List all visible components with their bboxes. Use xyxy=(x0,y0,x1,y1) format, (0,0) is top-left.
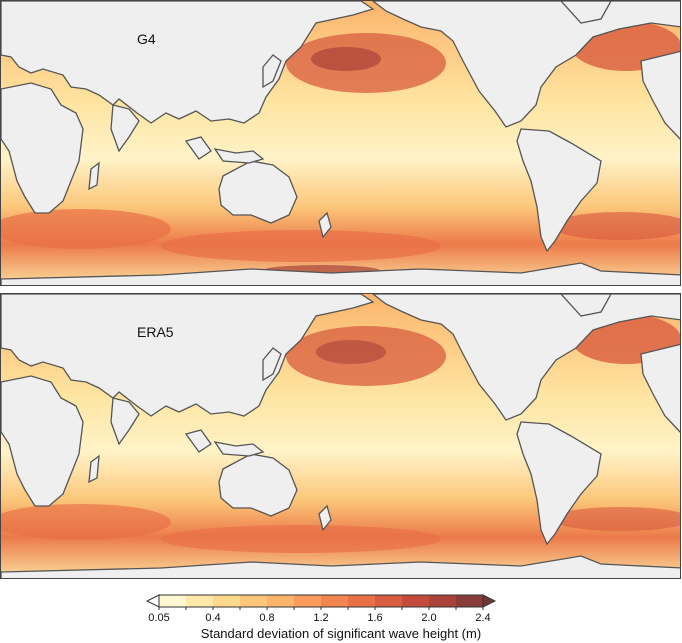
colorbar-swatch xyxy=(186,595,214,607)
se-asia-islands xyxy=(184,429,265,457)
colorbar-tick-label: 2.0 xyxy=(421,612,436,623)
colorbar-tick-label: 0.8 xyxy=(259,612,274,623)
colorbar-tick-label: 1.6 xyxy=(367,612,382,623)
map-g4 xyxy=(1,1,680,285)
africa xyxy=(1,375,84,507)
colorbar-tick-label: 0.05 xyxy=(148,612,169,623)
colorbar-swatch xyxy=(321,595,349,607)
land-era5 xyxy=(1,294,680,578)
new-zealand xyxy=(318,211,332,239)
colorbar-swatch xyxy=(240,595,268,607)
colorbar-swatch xyxy=(159,595,187,607)
map-panel-era5: ERA5 xyxy=(0,293,681,579)
colorbar-extend-high xyxy=(482,594,497,608)
panel-label-g4: G4 xyxy=(137,31,156,47)
europe-right xyxy=(640,50,680,140)
colorbar-swatch xyxy=(213,595,241,607)
colorbar-swatch xyxy=(375,595,403,607)
southern-ocean-high-3 xyxy=(551,507,680,531)
japan xyxy=(262,54,282,89)
colorbar: 0.05 0.4 0.8 1.2 1.6 2.0 2.4 xyxy=(145,594,497,623)
north-pacific-peak xyxy=(316,340,386,364)
greenland xyxy=(560,1,612,24)
colorbar-tick-labels: 0.05 0.4 0.8 1.2 1.6 2.0 2.4 xyxy=(148,612,490,623)
india xyxy=(110,104,140,153)
europe-right xyxy=(640,343,680,433)
australia xyxy=(218,453,298,517)
southern-ocean-high-2 xyxy=(161,230,441,262)
colorbar-ticks xyxy=(158,607,484,610)
colorbar-swatches xyxy=(145,594,497,608)
map-era5 xyxy=(1,294,680,578)
north-america xyxy=(371,1,680,128)
southern-ocean-high-3 xyxy=(551,212,680,240)
greenland xyxy=(560,294,612,317)
africa xyxy=(1,82,84,214)
madagascar xyxy=(88,454,100,484)
antarctica xyxy=(1,555,680,578)
north-pacific-peak xyxy=(311,47,381,71)
southern-ocean-high-1 xyxy=(1,504,171,540)
colorbar-extend-low xyxy=(145,594,160,608)
map-panel-g4: G4 xyxy=(0,0,681,286)
colorbar-swatch xyxy=(402,595,430,607)
australia xyxy=(218,160,298,224)
colorbar-swatch xyxy=(456,595,484,607)
south-america xyxy=(516,421,602,546)
panel-label-era5: ERA5 xyxy=(137,324,174,340)
southern-ocean-high-1 xyxy=(1,209,171,249)
antarctica xyxy=(1,262,680,285)
colorbar-tick-label: 0.4 xyxy=(205,612,220,623)
colorbar-swatch xyxy=(348,595,376,607)
colorbar-tick-label: 2.4 xyxy=(475,612,490,623)
colorbar-swatch xyxy=(267,595,295,607)
southern-ocean-high-2 xyxy=(161,525,441,553)
colorbar-tick-label: 1.2 xyxy=(313,612,328,623)
japan xyxy=(262,347,282,382)
north-america xyxy=(371,294,680,421)
south-america xyxy=(516,128,602,253)
se-asia-islands xyxy=(184,136,265,164)
new-zealand xyxy=(318,504,332,532)
india xyxy=(110,397,140,446)
colorbar-swatch xyxy=(429,595,457,607)
land-g4 xyxy=(1,1,680,285)
madagascar xyxy=(88,161,100,191)
colorbar-title: Standard deviation of significant wave h… xyxy=(200,626,482,641)
colorbar-swatch xyxy=(294,595,322,607)
eurasia xyxy=(1,1,375,124)
eurasia xyxy=(1,294,375,417)
